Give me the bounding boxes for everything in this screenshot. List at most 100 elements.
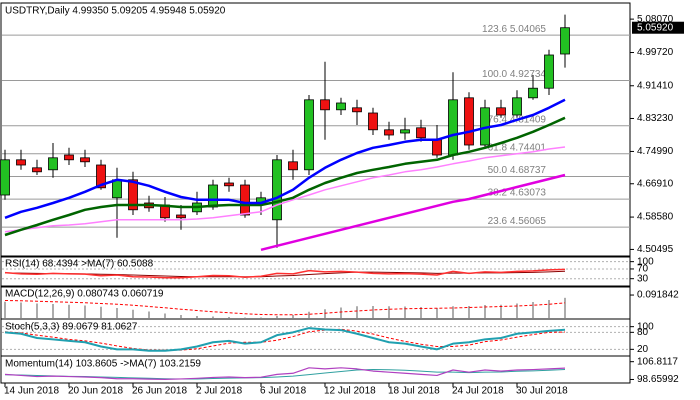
histogram-bar xyxy=(500,304,502,318)
y-tick-label: 100 xyxy=(637,321,654,332)
indicator-line xyxy=(4,369,566,380)
panel-frame xyxy=(0,2,631,258)
histogram-bar xyxy=(196,316,198,318)
x-tick-label: 24 Jul 2018 xyxy=(452,386,504,397)
candle-body xyxy=(224,182,234,187)
fib-level-label: 123.6 5.04065 xyxy=(482,24,546,35)
candle-body xyxy=(544,54,554,89)
indicator-line xyxy=(4,116,566,237)
histogram-bar xyxy=(212,316,214,318)
histogram-bar xyxy=(564,297,566,318)
y-tick-label: 30 xyxy=(637,273,649,284)
histogram-bar xyxy=(132,309,134,318)
indicator-line xyxy=(4,327,566,352)
histogram-bar xyxy=(356,306,358,318)
candle-body xyxy=(560,27,570,55)
y-tick-label: 4.66910 xyxy=(637,178,674,189)
histogram-bar xyxy=(116,308,118,318)
y-tick-label: 4.50495 xyxy=(637,244,674,255)
histogram-bar xyxy=(516,303,518,318)
y-tick-label: 106.8117 xyxy=(637,356,678,367)
histogram-bar xyxy=(436,308,438,318)
last-price-label: 5.05920 xyxy=(637,22,674,33)
indicator-line xyxy=(4,367,566,380)
histogram-bar xyxy=(52,304,54,318)
indicator-line xyxy=(4,98,566,219)
y-tick-label: 4.58580 xyxy=(637,212,674,223)
fib-level-label: 50.0 4.68737 xyxy=(488,165,547,176)
candle-body xyxy=(368,112,378,131)
histogram-bar xyxy=(244,317,246,318)
histogram-bar xyxy=(468,306,470,318)
histogram-bar xyxy=(36,303,38,318)
candle-body xyxy=(240,184,250,216)
candle-body xyxy=(80,157,90,163)
candle-body xyxy=(304,99,314,171)
histogram-bar xyxy=(308,311,310,318)
fib-level-label: 100.0 4.92734 xyxy=(482,69,546,80)
x-tick-label: 18 Jul 2018 xyxy=(388,386,440,397)
candle-body xyxy=(336,102,346,111)
y-tick-label: 98.65992 xyxy=(637,374,679,385)
panel-title: RSI(14) 68.4394 >MA(7) 60.5088 xyxy=(5,259,154,270)
histogram-bar xyxy=(292,315,294,318)
panel-title: USDTRY,Daily 4.99350 5.09205 4.95948 5.0… xyxy=(5,6,226,17)
histogram-bar xyxy=(180,315,182,318)
histogram-bar xyxy=(20,302,22,318)
candle-body xyxy=(384,129,394,136)
indicator-line xyxy=(4,300,566,316)
panel-frame xyxy=(0,355,631,384)
candle-body xyxy=(176,214,186,219)
candle-body xyxy=(272,159,282,221)
histogram-bar xyxy=(276,316,278,318)
histogram-bar xyxy=(148,311,150,318)
x-tick-label: 20 Jun 2018 xyxy=(68,386,123,397)
indicator-line xyxy=(4,328,566,351)
x-tick-label: 12 Jul 2018 xyxy=(324,386,376,397)
x-tick-label: 30 Jul 2018 xyxy=(516,386,568,397)
x-tick-label: 26 Jun 2018 xyxy=(132,386,187,397)
histogram-bar xyxy=(548,300,550,318)
candle-body xyxy=(112,179,122,199)
candle-body xyxy=(416,127,426,139)
histogram-bar xyxy=(4,301,6,318)
histogram-bar xyxy=(260,317,262,318)
candle-body xyxy=(16,159,26,166)
indicator-line xyxy=(260,173,566,252)
candle-body xyxy=(128,179,138,211)
candle-body xyxy=(48,157,58,171)
y-tick-label: 0.091842 xyxy=(637,290,679,301)
panel-frame xyxy=(0,255,631,288)
y-tick-label: 4.99720 xyxy=(637,47,674,58)
candle-body xyxy=(32,167,42,173)
histogram-bar xyxy=(84,305,86,318)
candle-body xyxy=(288,161,298,171)
panel-title: MACD(12,26,9) 0.080743 0.060719 xyxy=(5,289,164,300)
histogram-bar xyxy=(228,317,230,318)
x-tick-label: 6 Jul 2018 xyxy=(260,386,307,397)
panel-title: Stoch(5,3,3) 89.0679 81.0627 xyxy=(5,322,138,333)
candle-body xyxy=(528,87,538,99)
histogram-bar xyxy=(452,306,454,318)
y-tick-label: 20 xyxy=(637,344,649,355)
last-price-box xyxy=(632,21,684,34)
histogram-bar xyxy=(388,306,390,318)
y-tick-label: 80 xyxy=(637,327,649,338)
candle-body xyxy=(352,107,362,113)
y-tick-label: 4.91410 xyxy=(637,80,674,91)
y-tick-label: 5.08070 xyxy=(637,14,674,25)
histogram-bar xyxy=(100,306,102,318)
fib-level-label: 61.8 4.74401 xyxy=(488,142,547,153)
histogram-bar xyxy=(68,304,70,318)
panel-title: Momentum(14) 103.8605 ->MA(7) 103.2159 xyxy=(5,359,201,370)
fib-level-label: 23.6 4.56065 xyxy=(488,216,547,227)
histogram-bar xyxy=(420,307,422,318)
candle-body xyxy=(432,139,442,156)
histogram-bar xyxy=(404,306,406,318)
histogram-bar xyxy=(164,313,166,318)
indicator-line xyxy=(4,268,566,279)
y-tick-label: 4.74990 xyxy=(637,146,674,157)
y-tick-label: 100 xyxy=(637,256,654,267)
